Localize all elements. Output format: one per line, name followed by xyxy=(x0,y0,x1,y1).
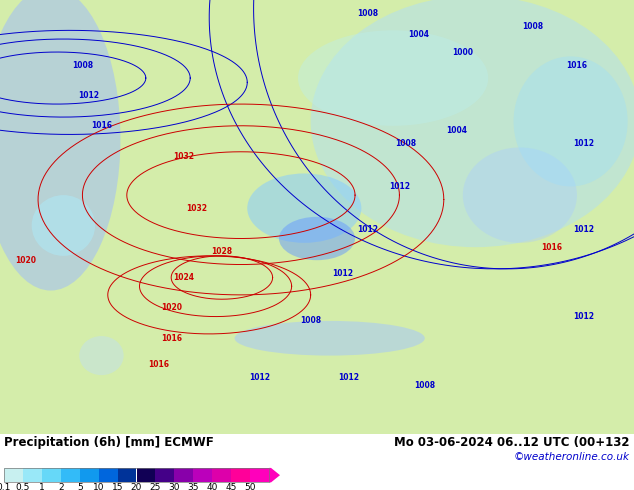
Ellipse shape xyxy=(463,147,577,243)
Text: 35: 35 xyxy=(188,483,199,490)
Ellipse shape xyxy=(279,217,355,260)
Text: 1012: 1012 xyxy=(332,269,353,278)
Bar xyxy=(193,468,212,482)
Text: 1012: 1012 xyxy=(389,182,410,191)
Text: Mo 03-06-2024 06..12 UTC (00+132: Mo 03-06-2024 06..12 UTC (00+132 xyxy=(394,436,630,449)
Bar xyxy=(231,468,250,482)
Text: Precipitation (6h) [mm] ECMWF: Precipitation (6h) [mm] ECMWF xyxy=(4,436,214,449)
Text: 1020: 1020 xyxy=(15,256,36,265)
Text: 1016: 1016 xyxy=(91,121,112,130)
Bar xyxy=(23,468,42,482)
Text: 1012: 1012 xyxy=(573,225,594,234)
Ellipse shape xyxy=(32,195,95,256)
Ellipse shape xyxy=(0,0,120,291)
Bar xyxy=(4,468,269,482)
Text: 1008: 1008 xyxy=(72,61,93,70)
Text: 1032: 1032 xyxy=(186,204,207,213)
Text: ©weatheronline.co.uk: ©weatheronline.co.uk xyxy=(514,452,630,463)
Text: 45: 45 xyxy=(226,483,237,490)
Text: 1: 1 xyxy=(39,483,45,490)
Text: 30: 30 xyxy=(169,483,180,490)
Text: 1000: 1000 xyxy=(452,48,474,56)
Text: 5: 5 xyxy=(77,483,82,490)
Ellipse shape xyxy=(79,336,124,375)
Text: 1012: 1012 xyxy=(249,373,271,382)
Text: 1012: 1012 xyxy=(573,312,594,321)
Text: 0.5: 0.5 xyxy=(16,483,30,490)
Bar xyxy=(136,468,155,482)
Text: 1004: 1004 xyxy=(446,125,467,135)
Bar xyxy=(61,468,80,482)
Bar xyxy=(4,468,23,482)
Text: 1008: 1008 xyxy=(300,317,321,325)
Text: 40: 40 xyxy=(207,483,218,490)
Text: 1020: 1020 xyxy=(160,303,182,313)
Text: 1008: 1008 xyxy=(522,22,543,30)
Bar xyxy=(117,468,136,482)
Bar xyxy=(99,468,117,482)
Text: 1016: 1016 xyxy=(148,360,169,369)
Ellipse shape xyxy=(311,0,634,247)
Bar xyxy=(80,468,99,482)
Text: 1016: 1016 xyxy=(566,61,588,70)
Bar xyxy=(250,468,269,482)
Bar xyxy=(174,468,193,482)
Ellipse shape xyxy=(235,321,425,356)
Text: 0.1: 0.1 xyxy=(0,483,11,490)
Text: 1008: 1008 xyxy=(414,381,436,391)
Text: 25: 25 xyxy=(150,483,161,490)
Text: 50: 50 xyxy=(244,483,256,490)
Text: 1012: 1012 xyxy=(357,225,378,234)
Text: 1004: 1004 xyxy=(408,30,429,39)
Ellipse shape xyxy=(247,173,361,243)
Ellipse shape xyxy=(298,30,488,126)
Text: 1008: 1008 xyxy=(395,139,417,147)
Bar xyxy=(212,468,231,482)
Text: 1008: 1008 xyxy=(357,8,378,18)
Text: 1016: 1016 xyxy=(160,334,182,343)
Text: 1012: 1012 xyxy=(573,139,594,147)
Ellipse shape xyxy=(514,56,628,187)
Text: 1012: 1012 xyxy=(78,91,100,100)
Bar xyxy=(42,468,61,482)
Text: 1012: 1012 xyxy=(338,373,359,382)
FancyArrow shape xyxy=(269,468,280,483)
Text: 1028: 1028 xyxy=(211,247,233,256)
Text: 1016: 1016 xyxy=(541,243,562,252)
Text: 10: 10 xyxy=(93,483,105,490)
Text: 2: 2 xyxy=(58,483,63,490)
Text: 15: 15 xyxy=(112,483,124,490)
Text: 1024: 1024 xyxy=(173,273,195,282)
Text: 20: 20 xyxy=(131,483,142,490)
Text: 1032: 1032 xyxy=(173,151,195,161)
Bar xyxy=(155,468,174,482)
